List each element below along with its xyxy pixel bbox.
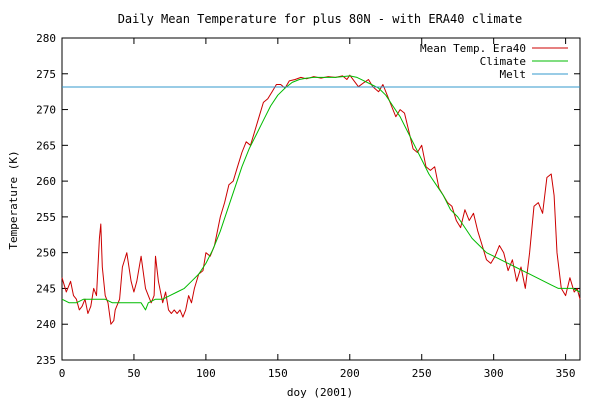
axis-ticks: 0 50 100 150 200 250 300 350 235 240 245 250 255 260 2… — [36, 32, 580, 380]
y-tick-label: 245 — [36, 282, 56, 295]
y-tick-label: 250 — [36, 247, 56, 260]
series-line-climate — [61, 75, 581, 311]
legend-label-melt: Melt — [500, 68, 527, 81]
legend-label-climate: Climate — [480, 55, 526, 68]
series-layer — [61, 74, 581, 325]
y-tick-label: 235 — [36, 354, 56, 367]
x-tick-label: 250 — [412, 367, 432, 380]
x-tick-label: 0 — [59, 367, 66, 380]
y-tick-label: 265 — [36, 139, 56, 152]
x-tick-label: 50 — [127, 367, 140, 380]
x-tick-label: 150 — [268, 367, 288, 380]
chart-title: Daily Mean Temperature for plus 80N - wi… — [118, 12, 523, 26]
y-axis-label: Temperature (K) — [7, 150, 20, 249]
x-axis-label: doy (2001) — [287, 386, 353, 399]
x-tick-label: 100 — [196, 367, 216, 380]
y-tick-label: 260 — [36, 175, 56, 188]
series-line-mean-temp — [61, 74, 581, 325]
y-tick-label: 280 — [36, 32, 56, 45]
legend-label-mean-temp: Mean Temp. Era40 — [420, 42, 526, 55]
plot-frame — [61, 37, 581, 361]
y-tick-label: 275 — [36, 68, 56, 81]
y-tick-label: 270 — [36, 104, 56, 117]
y-tick-label: 255 — [36, 211, 56, 224]
y-tick-label: 240 — [36, 318, 56, 331]
x-tick-label: 300 — [484, 367, 504, 380]
x-tick-label: 200 — [340, 367, 360, 380]
x-tick-label: 350 — [556, 367, 576, 380]
